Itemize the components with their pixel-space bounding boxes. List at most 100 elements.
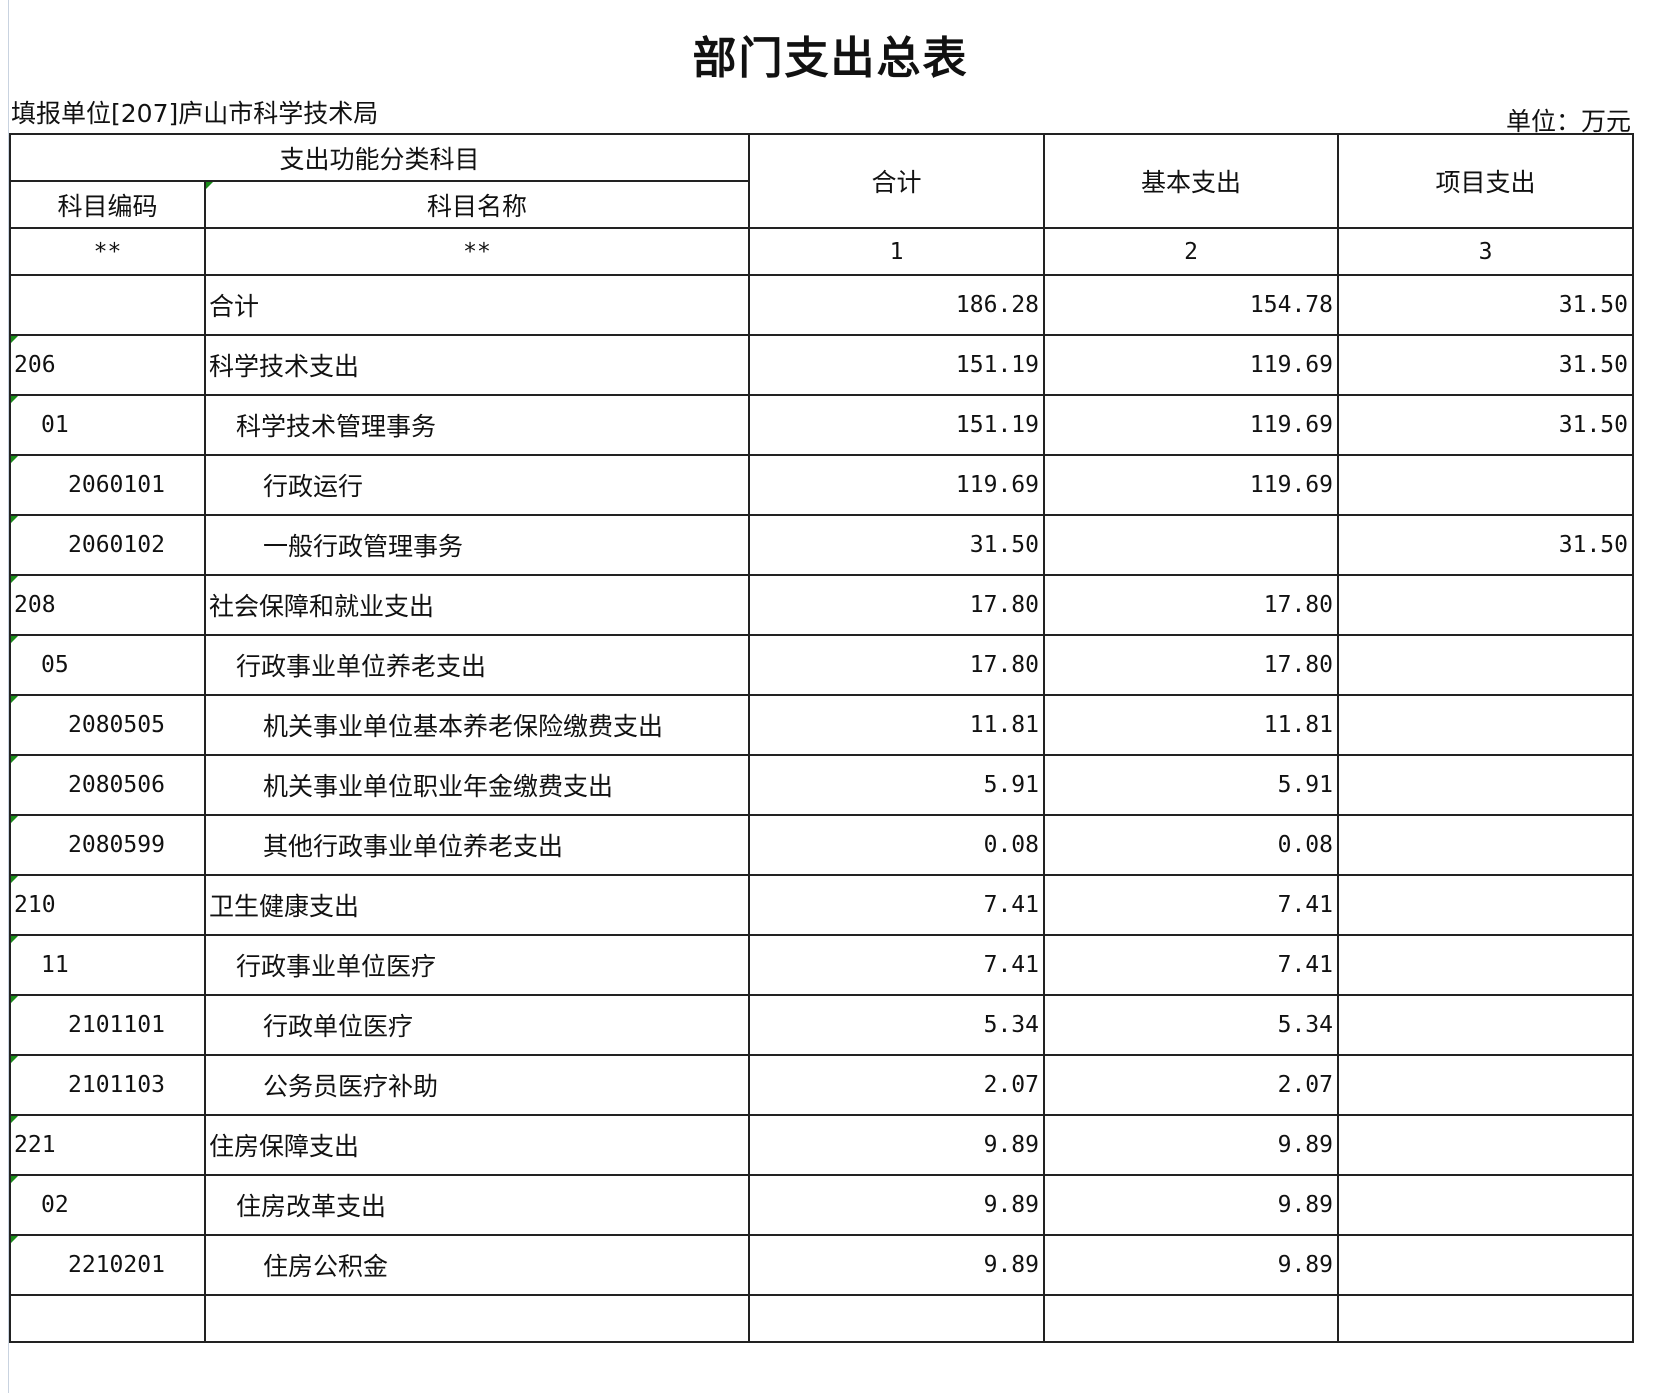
cell-total[interactable]: 7.41 [748,874,1045,936]
cell-total[interactable]: 9.89 [748,1174,1045,1236]
cell-code[interactable]: 210 [9,874,206,936]
cell-project[interactable] [1337,694,1634,756]
cell-name[interactable]: 卫生健康支出 [204,874,750,936]
cell-name[interactable]: 机关事业单位基本养老保险缴费支出 [204,694,750,756]
cell-code[interactable]: 2060101 [9,454,206,516]
cell-basic[interactable]: 2.07 [1043,1054,1339,1116]
cell-basic[interactable]: 0.08 [1043,814,1339,876]
cell-code[interactable]: 206 [9,334,206,396]
table-row: 2080505 机关事业单位基本养老保险缴费支出 11.81 11.81 [9,694,1634,756]
cell-total[interactable]: 5.91 [748,754,1045,816]
cell-project[interactable] [1337,874,1634,936]
cell-code[interactable]: 2080599 [9,814,206,876]
cell-code[interactable]: 208 [9,574,206,636]
cell-code[interactable] [9,1294,206,1343]
cell-total[interactable]: 31.50 [748,514,1045,576]
cell-name[interactable]: 机关事业单位职业年金缴费支出 [204,754,750,816]
cell-project[interactable] [1337,574,1634,636]
cell-name[interactable]: 其他行政事业单位养老支出 [204,814,750,876]
cell-name[interactable]: 行政单位医疗 [204,994,750,1056]
cell-name[interactable]: 住房改革支出 [204,1174,750,1236]
cell-code[interactable]: 2080505 [9,694,206,756]
cell-basic[interactable]: 5.91 [1043,754,1339,816]
cell-total[interactable] [748,1294,1045,1343]
cell-total[interactable]: 151.19 [748,394,1045,456]
cell-basic[interactable] [1043,1294,1339,1343]
cell-total[interactable]: 9.89 [748,1234,1045,1296]
cell-name[interactable]: 行政运行 [204,454,750,516]
cell-project[interactable] [1337,1234,1634,1296]
cell-basic[interactable]: 9.89 [1043,1174,1339,1236]
cell-basic[interactable]: 7.41 [1043,934,1339,996]
cell-project[interactable] [1337,994,1634,1056]
cell-project[interactable] [1337,1174,1634,1236]
cell-name[interactable]: 科学技术管理事务 [204,394,750,456]
cell-code[interactable]: 2210201 [9,1234,206,1296]
cell-total[interactable]: 7.41 [748,934,1045,996]
cell-basic[interactable]: 119.69 [1043,394,1339,456]
cell-code[interactable] [9,274,206,336]
cell-total[interactable]: 0.08 [748,814,1045,876]
text-indicator-icon [12,397,18,403]
cell-name[interactable]: 住房公积金 [204,1234,750,1296]
table-row: 2210201 住房公积金 9.89 9.89 [9,1234,1634,1296]
cell-project[interactable] [1337,814,1634,876]
cell-total[interactable]: 17.80 [748,634,1045,696]
cell-name[interactable]: 社会保障和就业支出 [204,574,750,636]
cell-project[interactable] [1337,454,1634,516]
cell-basic[interactable]: 5.34 [1043,994,1339,1056]
cell-name[interactable]: 行政事业单位养老支出 [204,634,750,696]
expenditure-table: 支出功能分类科目 合计 基本支出 项目支出 科目编码 科目名称 ** ** 1 … [9,133,1634,1343]
cell-project[interactable] [1337,1294,1634,1343]
cell-code[interactable]: 221 [9,1114,206,1176]
cell-project[interactable] [1337,754,1634,816]
cell-name[interactable]: 住房保障支出 [204,1114,750,1176]
cell-basic[interactable]: 17.80 [1043,574,1339,636]
text-indicator-icon [12,457,18,463]
cell-basic[interactable]: 119.69 [1043,334,1339,396]
table-row: 210 卫生健康支出 7.41 7.41 [9,874,1634,936]
cell-name[interactable]: 一般行政管理事务 [204,514,750,576]
cell-total[interactable]: 2.07 [748,1054,1045,1116]
cell-basic[interactable]: 11.81 [1043,694,1339,756]
cell-total[interactable]: 119.69 [748,454,1045,516]
cell-basic[interactable]: 17.80 [1043,634,1339,696]
cell-project[interactable] [1337,934,1634,996]
cell-total[interactable]: 186.28 [748,274,1045,336]
header-code: 科目编码 [9,180,206,229]
cell-total[interactable]: 5.34 [748,994,1045,1056]
cell-total[interactable]: 11.81 [748,694,1045,756]
cell-basic[interactable]: 7.41 [1043,874,1339,936]
cell-code[interactable]: 01 [9,394,206,456]
cell-code[interactable]: 05 [9,634,206,696]
cell-project[interactable]: 31.50 [1337,394,1634,456]
page-title: 部门支出总表 [692,33,969,84]
cell-basic[interactable]: 9.89 [1043,1234,1339,1296]
cell-name[interactable]: 科学技术支出 [204,334,750,396]
cell-name[interactable]: 合计 [204,274,750,336]
cell-project[interactable]: 31.50 [1337,274,1634,336]
cell-total[interactable]: 151.19 [748,334,1045,396]
cell-name[interactable] [204,1294,750,1343]
currency-unit: 单位：万元 [1505,107,1631,136]
cell-name[interactable]: 行政事业单位医疗 [204,934,750,996]
text-indicator-icon [12,817,18,823]
cell-code[interactable]: 02 [9,1174,206,1236]
cell-code[interactable]: 2101101 [9,994,206,1056]
cell-code[interactable]: 2060102 [9,514,206,576]
cell-code[interactable]: 11 [9,934,206,996]
cell-total[interactable]: 9.89 [748,1114,1045,1176]
cell-basic[interactable]: 9.89 [1043,1114,1339,1176]
cell-basic[interactable] [1043,514,1339,576]
cell-code[interactable]: 2101103 [9,1054,206,1116]
cell-project[interactable] [1337,634,1634,696]
cell-project[interactable]: 31.50 [1337,514,1634,576]
cell-project[interactable] [1337,1054,1634,1116]
cell-name[interactable]: 公务员医疗补助 [204,1054,750,1116]
cell-basic[interactable]: 154.78 [1043,274,1339,336]
cell-code[interactable]: 2080506 [9,754,206,816]
cell-basic[interactable]: 119.69 [1043,454,1339,516]
cell-project[interactable]: 31.50 [1337,334,1634,396]
cell-project[interactable] [1337,1114,1634,1176]
cell-total[interactable]: 17.80 [748,574,1045,636]
